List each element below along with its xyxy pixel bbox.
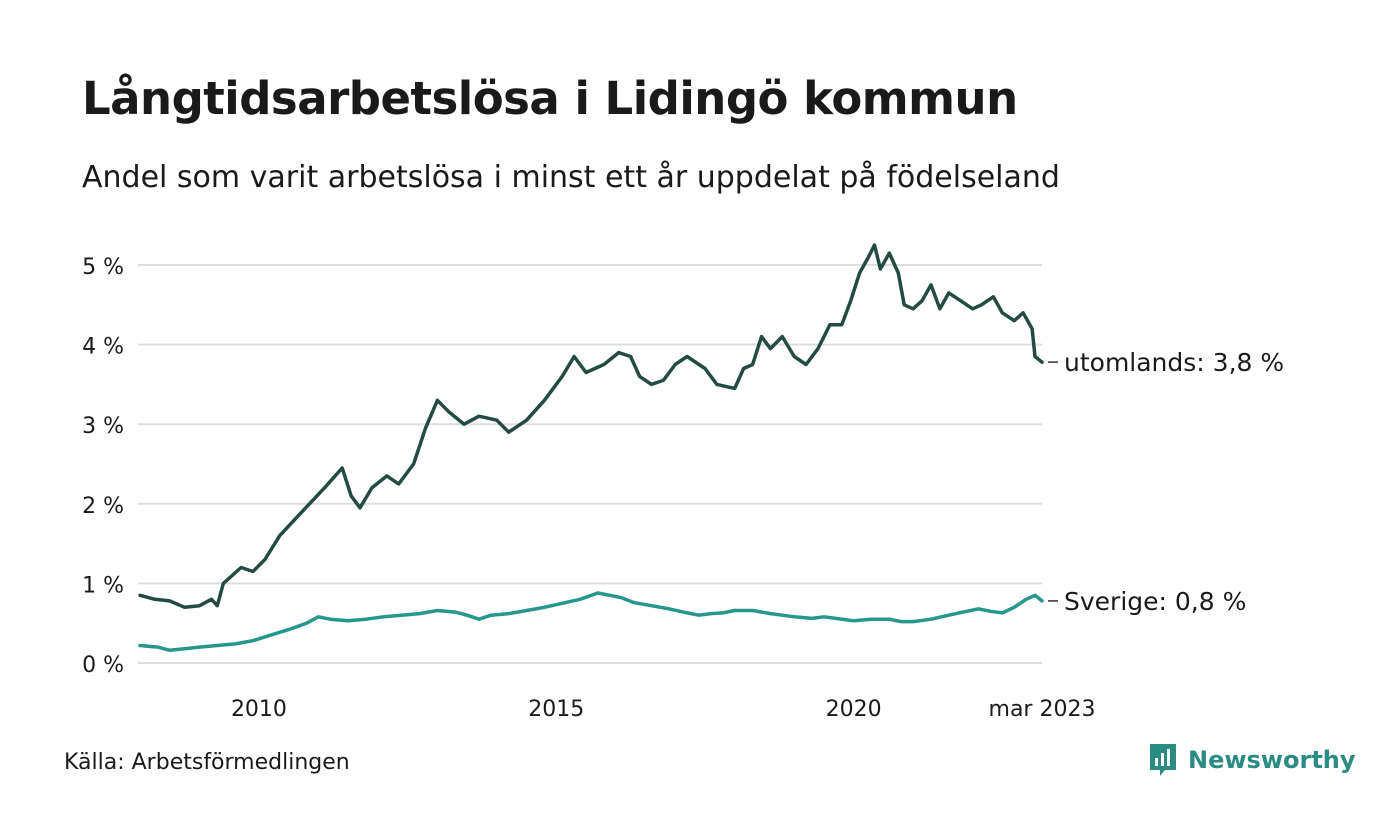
y-tick-label: 2 % — [82, 494, 124, 519]
x-tick-label: mar 2023 — [989, 697, 1096, 722]
brand-name: Newsworthy — [1188, 746, 1356, 774]
line-chart: 0 % 1 % 2 % 3 % 4 % 5 % 2010 2015 2020 mar 2023 ut… — [82, 243, 1284, 722]
y-tick-label: 0 % — [82, 653, 124, 678]
y-tick-label: 1 % — [82, 573, 124, 598]
series-end-label-sverige: Sverige: 0,8 % — [1064, 587, 1246, 616]
x-tick-label: 2010 — [231, 697, 287, 722]
y-tick-label: 4 % — [82, 335, 124, 360]
series-end-label-utomlands: utomlands: 3,8 % — [1064, 348, 1284, 377]
source-note: Källa: Arbetsförmedlingen — [64, 750, 350, 775]
series-line-sverige — [138, 591, 1044, 653]
newsworthy-icon — [1150, 744, 1176, 776]
brand-logo: Newsworthy — [1148, 742, 1356, 778]
y-tick-label: 3 % — [82, 414, 124, 439]
x-tick-label: 2015 — [528, 697, 584, 722]
chart-subtitle: Andel som varit arbetslösa i minst ett å… — [82, 160, 1060, 195]
y-tick-label: 5 % — [82, 255, 124, 280]
series-line-utomlands — [138, 243, 1044, 610]
chart-title: Långtidsarbetslösa i Lidingö kommun — [82, 72, 1018, 125]
x-tick-label: 2020 — [826, 697, 882, 722]
